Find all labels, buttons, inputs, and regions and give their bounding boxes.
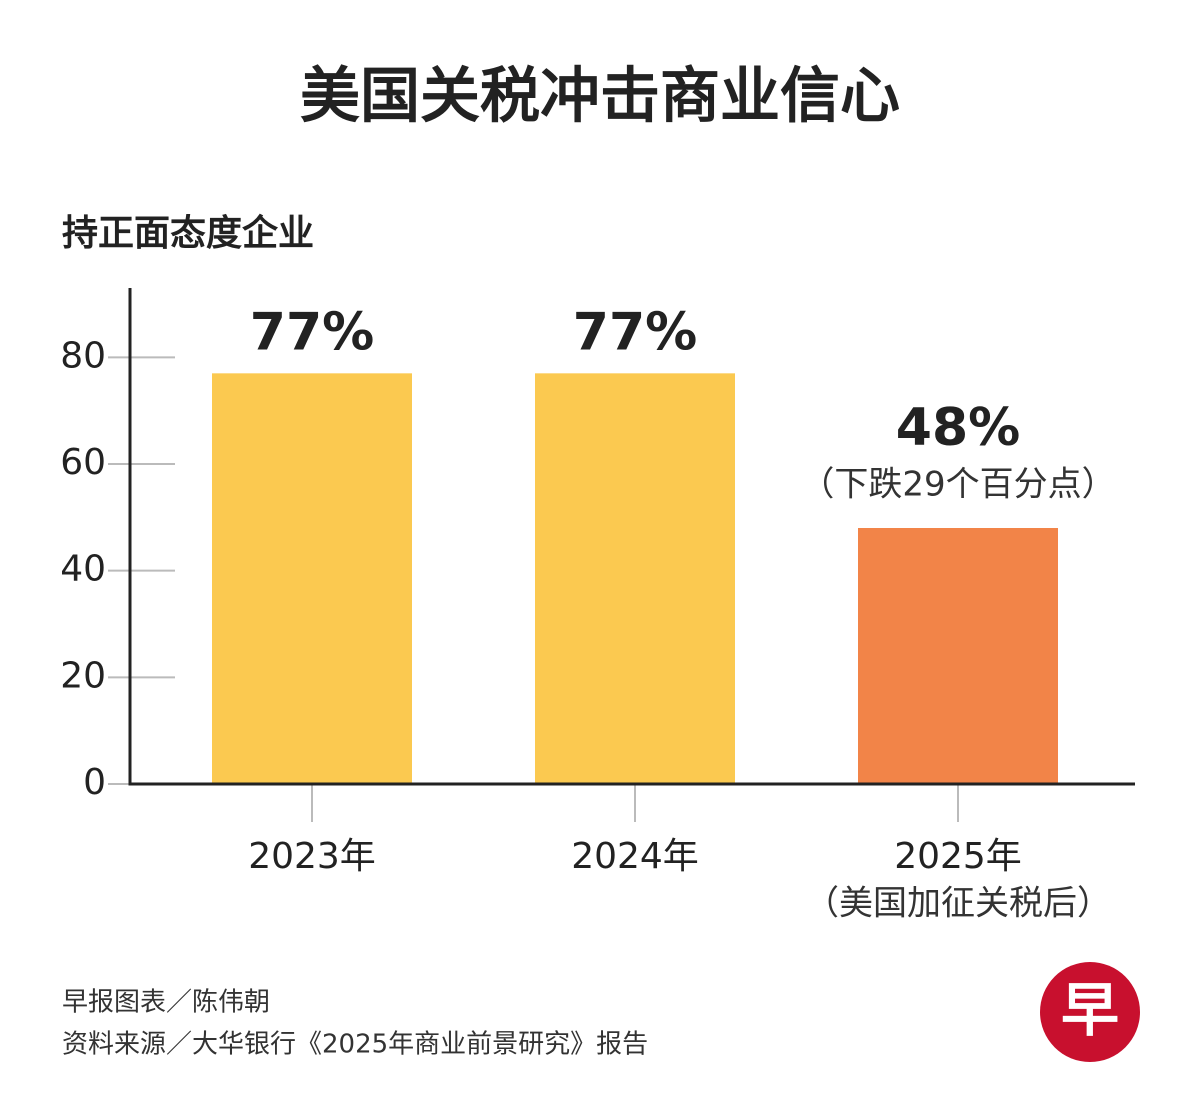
y-tick-label: 60	[60, 442, 106, 483]
value-label: 77%	[250, 302, 374, 362]
logo-circle	[1040, 962, 1140, 1062]
x-tick-label: 2023年	[248, 836, 376, 877]
value-label: 77%	[573, 302, 697, 362]
y-tick-label: 0	[83, 762, 106, 803]
source-line: 早报图表／陈伟朝	[62, 988, 270, 1018]
y-tick-label: 20	[60, 655, 106, 696]
value-label: 48%	[896, 398, 1020, 458]
bar	[858, 528, 1058, 784]
bar	[535, 373, 735, 784]
y-tick-label: 80	[60, 335, 106, 376]
x-tick-note: （美国加征关税后）	[805, 884, 1111, 924]
source-line: 资料来源／大华银行《2025年商业前景研究》报告	[62, 1030, 648, 1060]
y-tick-label: 40	[60, 549, 106, 590]
x-tick-label: 2025年	[894, 836, 1022, 877]
y-axis-label: 持正面态度企业	[62, 212, 314, 254]
value-note: （下跌29个百分点）	[800, 465, 1115, 505]
logo: 早	[1061, 976, 1119, 1044]
bar	[212, 373, 412, 784]
chart-title: 美国关税冲击商业信心	[300, 62, 900, 132]
x-tick-label: 2024年	[571, 836, 699, 877]
